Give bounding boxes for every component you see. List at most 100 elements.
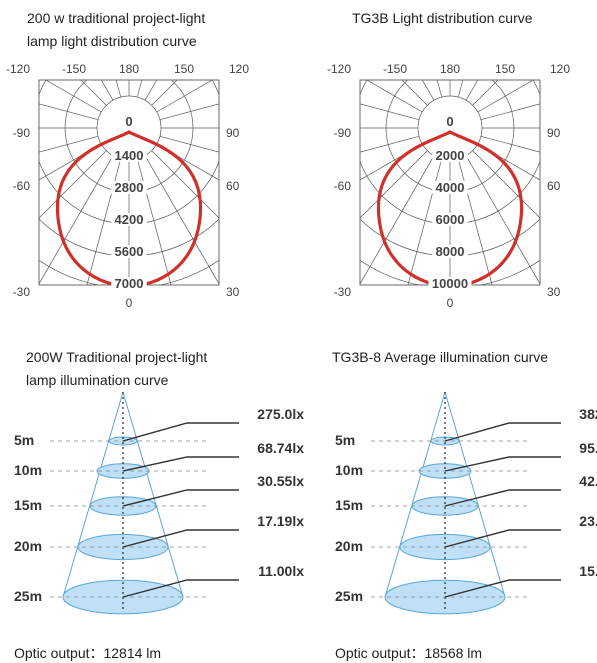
br-beam-edge-left xyxy=(384,391,446,598)
tl-angle-label-right: 60 xyxy=(226,179,240,193)
tl-grid-ring xyxy=(0,0,321,320)
tr-angle-label-right: 90 xyxy=(547,126,561,140)
tl-angle-label-top: 120 xyxy=(229,62,249,76)
tl-ring-label: 4200 xyxy=(115,212,144,227)
bl-beam-edge-left xyxy=(62,391,124,598)
bl-lux-value: 68.74lx xyxy=(257,440,304,456)
tl-title-line1: 200 w traditional project-light xyxy=(27,10,206,26)
tr-angle-label-right: 60 xyxy=(547,179,561,193)
tr-grid-radial xyxy=(360,143,423,181)
bl-lux-value: 11.00lx xyxy=(258,563,304,579)
tl-ring-label: 5600 xyxy=(115,244,144,259)
tl-ring-label: 7000 xyxy=(115,276,144,291)
br-distance-label: 10m xyxy=(335,462,363,478)
tr-ring-label-bg xyxy=(428,277,472,290)
tr-grid-ring xyxy=(258,0,597,320)
br-title: TG3B-8 Average illumination curve xyxy=(332,346,548,369)
bl-title-line2: lamp illumination curve xyxy=(26,372,169,388)
tr-grid-radial xyxy=(457,158,493,285)
tl-grid-radial xyxy=(159,135,219,153)
tr-title: TG3B Light distribution curve xyxy=(352,7,533,30)
bl-lux-leader xyxy=(122,529,239,548)
tl-grid-radial xyxy=(39,103,99,121)
tr-ring-label: 4000 xyxy=(436,180,465,195)
tl-grid-radial xyxy=(159,103,219,121)
tl-grid-radial xyxy=(45,80,102,113)
tl-angle-label-left: -60 xyxy=(13,179,31,193)
tr-grid-radial xyxy=(366,80,423,113)
br-lux-value: 42.44lx xyxy=(579,473,597,489)
tr-angle-label-top: 180 xyxy=(440,62,460,76)
tr-angle-label-bottom: 0 xyxy=(447,296,454,310)
bl-lux-value: 17.19lx xyxy=(257,513,304,529)
tr-grid-radial xyxy=(407,158,443,285)
br-lux-leader xyxy=(444,579,561,598)
tl-grid-radial xyxy=(115,80,122,98)
tl-grid-radial xyxy=(39,155,114,285)
bl-title: 200W Traditional project-light lamp illu… xyxy=(26,346,207,392)
tr-ring-label-bg xyxy=(432,245,468,258)
tl-ring-label: 1400 xyxy=(115,148,144,163)
tl-angle-label-right: 30 xyxy=(226,285,240,299)
br-distance-label: 20m xyxy=(335,538,363,554)
br-distance-label: 25m xyxy=(335,588,363,604)
tr-angle-label-top: 120 xyxy=(550,62,570,76)
tl-ring-label: 0 xyxy=(125,114,132,129)
tl-grid-radial xyxy=(80,80,107,106)
tr-grid-radial xyxy=(360,155,435,285)
bl-distance-label: 20m xyxy=(14,538,42,554)
tr-ring-label-bg xyxy=(443,115,457,128)
tr-grid-radial xyxy=(436,80,443,98)
bl-lux-leader xyxy=(122,489,239,507)
tl-ring-label-bg xyxy=(111,181,147,194)
tr-ring-label: 6000 xyxy=(436,212,465,227)
tr-grid-radial xyxy=(457,80,464,98)
tl-grid-radial xyxy=(136,158,172,285)
br-lux-leader xyxy=(444,489,561,507)
tr-ring-label-bg xyxy=(432,149,468,162)
br-distance-label: 15m xyxy=(335,497,363,513)
tl-grid-radial xyxy=(144,155,219,285)
bl-beam-edge-right xyxy=(122,391,184,598)
tl-ring-label: 2800 xyxy=(115,180,144,195)
br-title-line1: TG3B-8 Average illumination curve xyxy=(332,349,549,365)
br-lux-value: 23.87lx xyxy=(579,513,597,529)
tr-grid-radial xyxy=(477,80,534,113)
tr-grid-radial xyxy=(360,135,420,153)
tr-angle-label-left: -90 xyxy=(334,126,352,140)
br-lux-value: 15.28lx xyxy=(579,563,597,579)
tr-ring-label: 2000 xyxy=(436,148,465,163)
br-lux-leader xyxy=(444,422,561,442)
bl-distance-label: 5m xyxy=(14,432,34,448)
tl-angle-label-right: 90 xyxy=(226,126,240,140)
tl-ring-label-bg xyxy=(111,277,147,290)
tl-angle-label-left: -30 xyxy=(13,285,31,299)
tr-grid-radial xyxy=(477,143,540,181)
tr-angle-label-left: -60 xyxy=(334,179,352,193)
tr-grid-radial xyxy=(360,103,420,121)
tr-ring-label-bg xyxy=(432,181,468,194)
tr-angle-label-top: -150 xyxy=(383,62,407,76)
tr-grid-radial xyxy=(421,80,435,101)
tl-grid-radial xyxy=(151,80,178,106)
tl-ring-label-bg xyxy=(122,115,136,128)
tr-angle-label-top: 150 xyxy=(495,62,515,76)
bl-lux-leader xyxy=(122,579,239,598)
tr-angle-label-top: -120 xyxy=(327,62,351,76)
br-beam-edge-right xyxy=(444,391,506,598)
tl-grid-radial xyxy=(100,80,114,101)
tl-title-line2: lamp light distribution curve xyxy=(27,33,197,49)
tr-title-line1: TG3B Light distribution curve xyxy=(352,10,533,26)
bl-distance-label: 10m xyxy=(14,462,42,478)
tr-polar-grid xyxy=(258,0,597,320)
tr-grid-radial xyxy=(480,135,540,153)
bl-lux-leader xyxy=(122,422,239,442)
tl-angle-label-top: 180 xyxy=(119,62,139,76)
br-distance-label: 5m xyxy=(335,432,355,448)
tl-grid-radial xyxy=(86,158,122,285)
tl-grid-radial xyxy=(144,80,158,101)
tl-angle-label-top: 150 xyxy=(174,62,194,76)
tl-grid-radial xyxy=(136,80,143,98)
tl-angle-label-bottom: 0 xyxy=(126,296,133,310)
tr-grid-radial xyxy=(360,150,428,219)
